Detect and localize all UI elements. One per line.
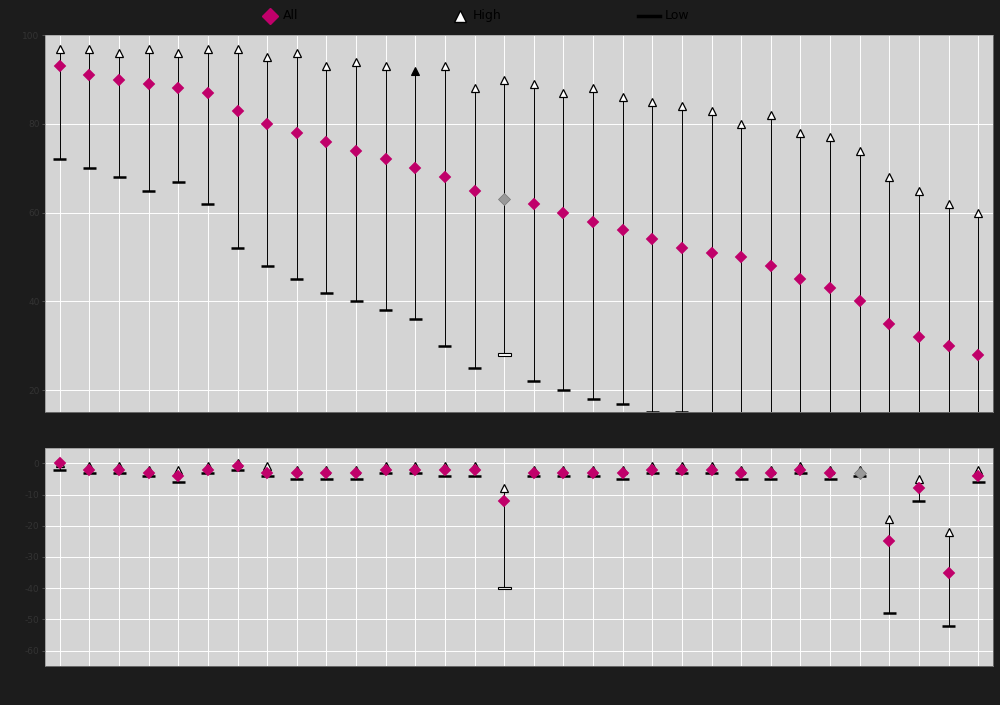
Text: All: All: [283, 9, 298, 23]
Bar: [498, 587, 511, 589]
Bar: [498, 353, 511, 356]
Text: High: High: [473, 9, 502, 23]
Text: Low: Low: [665, 9, 690, 23]
